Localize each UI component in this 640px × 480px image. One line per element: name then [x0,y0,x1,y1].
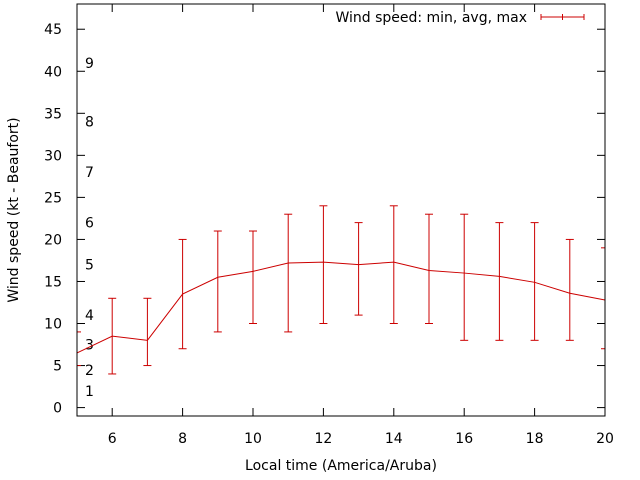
y-tick-label: 25 [44,190,62,206]
x-axis-label: Local time (America/Aruba) [245,458,437,474]
y-tick-label: 10 [44,317,62,333]
y-tick-label: 30 [44,148,62,164]
y-tick-label: 45 [44,22,62,38]
y-tick-label: 20 [44,232,62,248]
y-tick-label: 35 [44,106,62,122]
beaufort-scale-labels: 1 2 3 4 5 6 7 8 9 [85,56,94,400]
beaufort-label: 6 [85,216,94,232]
x-tick-label: 18 [526,431,544,447]
beaufort-label: 7 [85,165,94,181]
y-tick-label: 0 [53,401,62,417]
beaufort-label: 3 [85,338,94,354]
x-tick-label: 16 [455,431,473,447]
beaufort-label: 9 [85,56,94,72]
x-tick-label: 20 [596,431,614,447]
x-tick-label: 10 [244,431,262,447]
axis-ticks [77,4,606,416]
y-tick-label: 5 [53,359,62,375]
y-tick-label: 40 [44,64,62,80]
y-axis-label: Wind speed (kt - Beaufort) [6,117,22,302]
x-tick-label: 12 [314,431,332,447]
legend-label: Wind speed: min, avg, max [335,10,527,26]
beaufort-label: 8 [85,115,94,131]
plot-frame [76,3,606,417]
x-tick-label: 8 [178,431,187,447]
beaufort-label: 2 [85,363,94,379]
x-tick-label: 6 [108,431,117,447]
x-tick-label: 14 [385,431,403,447]
beaufort-label: 5 [85,258,94,274]
beaufort-label: 4 [85,308,94,324]
avg-wind-line [76,261,606,354]
y-tick-label: 15 [44,274,62,290]
beaufort-label: 1 [85,384,94,400]
legend: Wind speed: min, avg, max [335,10,585,26]
